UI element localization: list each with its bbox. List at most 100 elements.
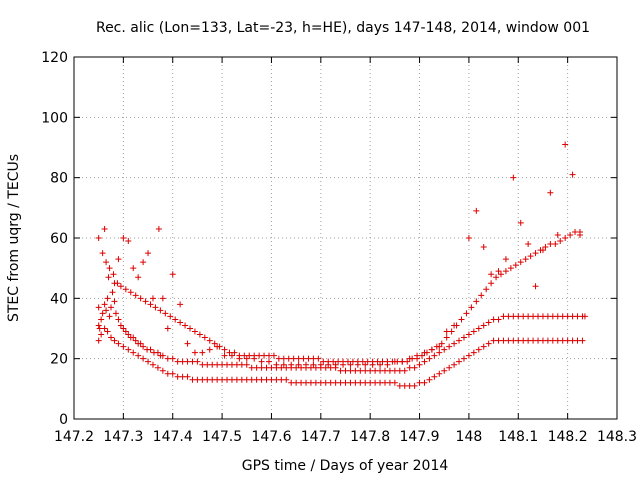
data-point (137, 340, 144, 347)
data-point (436, 370, 443, 377)
data-point (265, 358, 272, 365)
data-point (317, 361, 324, 368)
data-point (169, 355, 176, 362)
data-point (104, 328, 111, 335)
data-point (184, 340, 191, 347)
data-point (273, 361, 280, 368)
data-point (111, 280, 118, 287)
data-point (581, 313, 588, 320)
data-point (99, 250, 106, 257)
data-points (95, 141, 588, 389)
data-point (108, 304, 115, 311)
data-point (177, 301, 184, 308)
data-point (251, 355, 258, 362)
data-point (201, 334, 208, 341)
data-point (109, 289, 116, 296)
data-point (270, 352, 277, 359)
data-point (135, 274, 142, 281)
data-point (552, 241, 559, 248)
data-point (488, 280, 495, 287)
data-point (441, 367, 448, 374)
data-point (95, 322, 102, 329)
data-point (483, 286, 490, 293)
data-point (196, 331, 203, 338)
data-point (443, 328, 450, 335)
data-point (443, 334, 450, 341)
data-point (436, 349, 443, 356)
data-point (104, 295, 111, 302)
data-point (283, 376, 290, 383)
data-point (120, 325, 127, 332)
data-point (426, 355, 433, 362)
data-point (391, 379, 398, 386)
data-point (399, 358, 406, 365)
data-point (354, 361, 361, 368)
data-point (130, 334, 137, 341)
data-point (441, 346, 448, 353)
data-point (155, 225, 162, 232)
data-point (497, 271, 504, 278)
data-point (145, 358, 152, 365)
data-point (451, 361, 458, 368)
data-point (315, 355, 322, 362)
data-point (115, 316, 122, 323)
data-point (480, 343, 487, 350)
data-point (456, 337, 463, 344)
data-point (101, 301, 108, 308)
data-point (446, 343, 453, 350)
data-point (377, 361, 384, 368)
data-point (145, 250, 152, 257)
data-point (406, 355, 413, 362)
data-point (532, 283, 539, 290)
data-point (221, 352, 228, 359)
data-point (456, 358, 463, 365)
data-point (431, 352, 438, 359)
chart-title: Rec. alic (Lon=133, Lat=-23, h=HE), days… (96, 20, 590, 36)
data-point (111, 298, 118, 305)
data-point (512, 262, 519, 269)
data-point (426, 376, 433, 383)
data-point (436, 343, 443, 350)
data-point (428, 346, 435, 353)
data-point (194, 358, 201, 365)
data-point (149, 361, 156, 368)
data-point (485, 340, 492, 347)
data-point (206, 337, 213, 344)
data-point (95, 337, 102, 344)
data-point (106, 313, 113, 320)
x-tick-label: 148.3 (597, 429, 637, 445)
y-tick-label: 0 (59, 412, 68, 428)
data-point (493, 274, 500, 281)
y-tick-label: 40 (50, 291, 68, 307)
data-point (221, 346, 228, 353)
data-point (135, 352, 142, 359)
data-point (569, 171, 576, 178)
y-axis-label: STEC from uqrg / TECUs (6, 154, 22, 322)
data-point (347, 361, 354, 368)
data-point (154, 349, 161, 356)
data-point (115, 340, 122, 347)
data-point (140, 355, 147, 362)
data-point (132, 292, 139, 299)
data-point (502, 256, 509, 263)
x-tick-label: 147.9 (399, 429, 439, 445)
data-point (458, 316, 465, 323)
data-point (416, 361, 423, 368)
data-point (191, 349, 198, 356)
data-point (169, 370, 176, 377)
y-tick-labels: 0 20 40 60 80 100 120 (41, 50, 68, 428)
x-tick-label: 147.3 (103, 429, 143, 445)
data-point (117, 283, 124, 290)
data-point (438, 340, 445, 347)
data-point (130, 349, 137, 356)
x-tick-labels: 147.2 147.3 147.4 147.5 147.6 147.7 147.8 147.9… (54, 429, 637, 445)
data-point (117, 322, 124, 329)
data-point (154, 364, 161, 371)
data-point (115, 256, 122, 263)
data-point (106, 265, 113, 272)
data-point (162, 310, 169, 317)
x-tick-label: 147.2 (54, 429, 94, 445)
axis-ticks (73, 56, 618, 420)
data-point (340, 361, 347, 368)
data-point (384, 361, 391, 368)
